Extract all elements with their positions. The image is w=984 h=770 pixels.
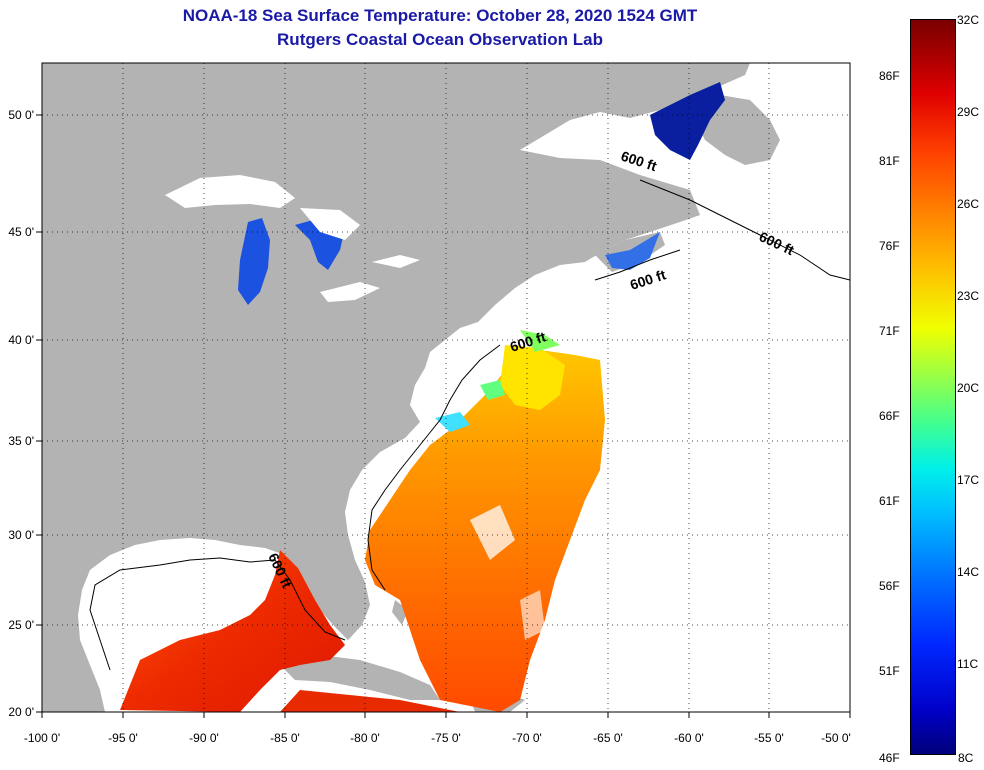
colorbar-fahrenheit-label: 66F	[879, 409, 900, 423]
colorbar-celsius-label: 20C	[957, 381, 980, 395]
gulf-warm-water	[120, 550, 345, 712]
isobath-gulf	[89, 557, 346, 671]
colorbar-fahrenheit-label: 76F	[879, 239, 900, 253]
lake-superior	[165, 175, 295, 208]
colorbar-fahrenheit-label: 51F	[879, 664, 900, 678]
lake-erie	[320, 282, 380, 302]
isobath-east-coast	[639, 179, 850, 281]
lat-label: 25 0'	[8, 618, 34, 632]
lon-label: -95 0'	[108, 731, 138, 745]
lon-label: -55 0'	[754, 731, 784, 745]
temperature-colorbar	[910, 19, 956, 755]
lon-label: -75 0'	[431, 731, 461, 745]
colorbar-celsius-label: 11C	[957, 657, 979, 671]
colorbar-fahrenheit-label: 56F	[879, 579, 900, 593]
lat-label: 20 0'	[8, 705, 34, 719]
lon-label: -70 0'	[512, 731, 542, 745]
lake-michigan	[238, 218, 270, 305]
colorbar-celsius-label: 26C	[957, 197, 980, 211]
lon-label: -85 0'	[270, 731, 300, 745]
colorbar-celsius-label: 14C	[957, 565, 980, 579]
lon-label: -65 0'	[593, 731, 623, 745]
lake-ontario	[372, 255, 420, 268]
lat-label: 45 0'	[8, 225, 34, 239]
lat-label: 30 0'	[8, 528, 34, 542]
colorbar-fahrenheit-label: 61F	[879, 494, 900, 508]
colorbar-fahrenheit-label: 46F	[879, 751, 900, 765]
colorbar-fahrenheit-label: 71F	[879, 324, 900, 338]
map-subtitle: Rutgers Coastal Ocean Observation Lab	[277, 30, 603, 49]
colorbar-celsius-label: 29C	[957, 105, 980, 119]
stlawrence-cold-water	[650, 82, 725, 160]
lon-label: -100 0'	[24, 731, 60, 745]
colorbar-fahrenheit-label: 81F	[879, 154, 900, 168]
colorbar-celsius-label: 32C	[957, 13, 980, 27]
colorbar-celsius-label: 17C	[957, 473, 980, 487]
colorbar-celsius-label: 23C	[957, 289, 980, 303]
colorbar-celsius-label: 8C	[958, 751, 974, 765]
lat-label: 35 0'	[8, 434, 34, 448]
colorbar-fahrenheit-label: 86F	[879, 69, 900, 83]
land-cuba	[280, 655, 440, 700]
lon-label: -90 0'	[189, 731, 219, 745]
lon-label: -50 0'	[821, 731, 851, 745]
land-bahamas	[392, 600, 408, 625]
lon-label: -80 0'	[350, 731, 380, 745]
lat-label: 40 0'	[8, 333, 34, 347]
lat-label: 50 0'	[8, 108, 34, 122]
lon-label: -60 0'	[674, 731, 704, 745]
map-title: NOAA-18 Sea Surface Temperature: October…	[182, 6, 698, 25]
graticule	[42, 63, 850, 712]
land-north-america	[42, 63, 750, 712]
